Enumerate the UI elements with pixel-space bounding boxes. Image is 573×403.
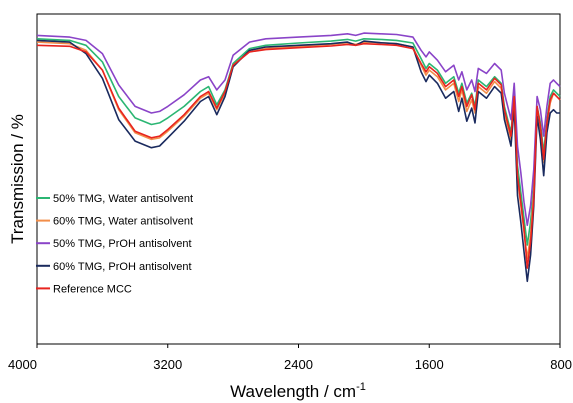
legend-label: 60% TMG, PrOH antisolvent: [53, 261, 192, 273]
legend-item: 50% TMG, Water antisolvent: [36, 193, 193, 205]
x-tick-label: 800: [550, 357, 572, 372]
x-axis-ticks: 4000 3200 2400 1600 800: [8, 344, 572, 372]
legend-item: 60% TMG, PrOH antisolvent: [36, 261, 192, 273]
legend-item: 50% TMG, PrOH antisolvent: [36, 238, 192, 250]
x-tick-label: 2400: [284, 357, 313, 372]
series-line-3: [36, 32, 561, 226]
legend-item: Reference MCC: [36, 283, 132, 295]
series-line-2: [36, 41, 561, 260]
x-axis-title-superscript: -1: [356, 381, 366, 393]
y-axis-title: Transmission / %: [8, 114, 27, 244]
x-axis-title: Wavelength / cm-1: [230, 381, 366, 401]
series-line-4: [36, 39, 560, 283]
x-tick-label: 1600: [415, 357, 444, 372]
legend: 50% TMG, Water antisolvent 60% TMG, Water…: [36, 193, 193, 295]
x-axis-title-text: Wavelength / cm: [230, 382, 356, 401]
x-tick-label: 3200: [153, 357, 182, 372]
series-line-5: [36, 42, 561, 269]
legend-item: 60% TMG, Water antisolvent: [36, 216, 193, 228]
series-layer: [36, 32, 561, 283]
legend-label: 50% TMG, PrOH antisolvent: [53, 238, 192, 250]
series-line-1: [36, 37, 561, 246]
legend-label: 50% TMG, Water antisolvent: [53, 193, 193, 205]
legend-label: Reference MCC: [53, 283, 132, 295]
legend-label: 60% TMG, Water antisolvent: [53, 216, 193, 228]
x-tick-label: 4000: [8, 357, 37, 372]
